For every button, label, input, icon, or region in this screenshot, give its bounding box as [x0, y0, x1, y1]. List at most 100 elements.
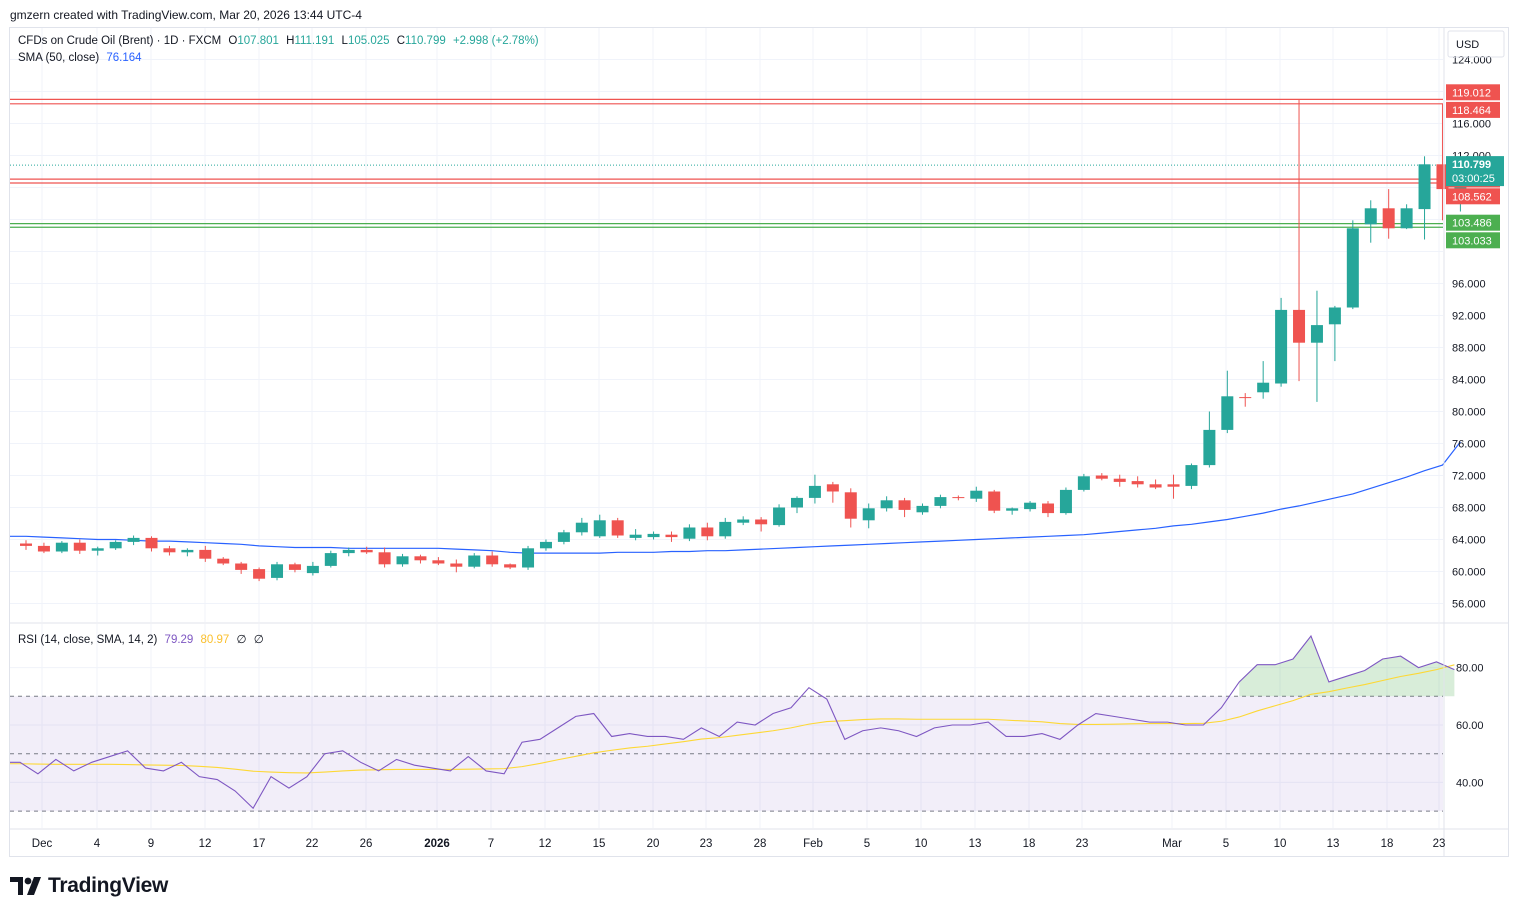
sma-label[interactable]: SMA (50, close) [18, 52, 100, 64]
candle [324, 550, 337, 568]
price-tick-label: 88.000 [1452, 343, 1486, 355]
candle-body [1167, 484, 1180, 487]
candle [396, 553, 409, 567]
candle [109, 540, 122, 550]
candle [73, 539, 86, 554]
candle [522, 545, 535, 570]
candle-body [288, 564, 301, 570]
countdown-text: 03:00:25 [1452, 173, 1495, 185]
candle-body [1024, 502, 1037, 510]
candle-body [1275, 309, 1288, 384]
candle-body [844, 492, 857, 519]
time-tick-label: 13 [969, 838, 982, 850]
chart-credit: gmzern created with TradingView.com, Mar… [10, 8, 362, 22]
candle-body [988, 491, 1001, 511]
candle [880, 496, 893, 512]
candle-body [1149, 484, 1162, 488]
time-tick-label: 22 [306, 838, 319, 850]
candle [808, 474, 821, 504]
candle [1418, 156, 1431, 240]
candle [844, 488, 857, 528]
rsi-value: 79.29 [164, 634, 194, 646]
time-tick-label: 28 [754, 838, 767, 850]
candle [271, 561, 284, 581]
current-price-badge: 110.799 03:00:25 [1446, 156, 1504, 187]
time-tick-label: Feb [803, 838, 823, 850]
candle [1310, 290, 1323, 402]
candle [1364, 200, 1377, 243]
candle-body [970, 490, 983, 499]
low-value: 105.025 [347, 35, 390, 47]
badge-text: 103.486 [1452, 218, 1492, 230]
candle-body [73, 542, 86, 551]
open-label: O [228, 35, 238, 47]
price-tick-label: 92.000 [1452, 311, 1486, 323]
price-tick-label: 84.000 [1452, 375, 1486, 387]
candle-body [701, 527, 714, 537]
candle [916, 503, 929, 515]
candle-body [737, 519, 750, 523]
rsi-line [10, 634, 1455, 810]
candle-body [826, 484, 839, 492]
time-tick-label: 10 [1274, 838, 1287, 850]
time-tick-label: 23 [700, 838, 713, 850]
candle-body [557, 532, 570, 542]
symbol-title[interactable]: CFDs on Crude Oil (Brent) · 1D · FXCM [18, 35, 222, 47]
time-tick-label: 12 [539, 838, 552, 850]
badge-text: 119.012 [1452, 87, 1491, 99]
candle [217, 557, 230, 566]
currency-label: USD [1456, 39, 1479, 51]
candle [629, 529, 642, 541]
candle-body [898, 500, 911, 510]
rsi-label[interactable]: RSI (14, close, SMA, 14, 2) [18, 634, 158, 646]
price-tick-label: 96.000 [1452, 279, 1486, 291]
candle-body [611, 520, 624, 536]
price-tick-label: 76.000 [1452, 439, 1486, 451]
candle-body [1328, 307, 1341, 325]
candle [414, 554, 427, 564]
badge-text: 108.562 [1452, 191, 1492, 203]
price-tick-label: 68.000 [1452, 503, 1486, 515]
candle [539, 539, 552, 551]
badge-bg [1446, 188, 1500, 205]
candle [1275, 297, 1288, 387]
candle-body [378, 552, 391, 565]
time-tick-label: 13 [1327, 838, 1340, 850]
candle [1006, 507, 1019, 515]
candle [952, 495, 965, 501]
candle [288, 562, 301, 573]
candle [1203, 411, 1216, 468]
badge-text: 103.033 [1452, 235, 1492, 247]
candle [20, 540, 32, 550]
candle [504, 563, 517, 570]
candle [181, 548, 194, 557]
level-badge-119: 119.012 [1446, 84, 1500, 101]
candle [826, 481, 839, 503]
candle [1167, 474, 1180, 499]
candle [253, 567, 266, 582]
candle [432, 557, 445, 566]
candle-body [1418, 164, 1431, 210]
sma-line [10, 441, 1461, 554]
sma-legend: SMA (50, close) 76.164 [18, 52, 146, 64]
candle [450, 559, 463, 573]
candle-body [1400, 208, 1413, 229]
chart-frame [9, 27, 1509, 857]
candle-body [952, 497, 965, 499]
horizontal-levels [10, 98, 1443, 228]
candle [575, 517, 588, 536]
time-tick-label: Mar [1162, 838, 1182, 850]
badge-bg [1446, 84, 1500, 101]
price-tick-label: 72.000 [1452, 471, 1486, 483]
rsi-tick-label: 80.00 [1456, 663, 1484, 675]
price-tick-label: 124.000 [1452, 55, 1492, 67]
candle-body [20, 543, 32, 546]
badge-bg [1446, 156, 1504, 187]
candle-body [862, 508, 875, 521]
axes: 124.000116.000112.00096.00092.00088.0008… [10, 28, 1508, 856]
currency-box [1447, 30, 1505, 58]
candle-body [414, 556, 427, 561]
candle [145, 536, 158, 552]
candle [163, 545, 176, 556]
